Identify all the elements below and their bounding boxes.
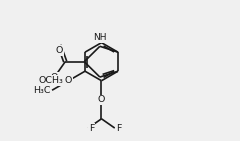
- Text: O: O: [55, 46, 63, 55]
- Text: O: O: [98, 95, 105, 104]
- Text: O: O: [51, 73, 58, 82]
- Text: O: O: [65, 76, 72, 85]
- Text: F: F: [89, 124, 95, 133]
- Text: OCH₃: OCH₃: [38, 76, 63, 85]
- Text: F: F: [116, 124, 121, 133]
- Text: NH: NH: [93, 33, 107, 42]
- Text: H₃C: H₃C: [33, 86, 50, 95]
